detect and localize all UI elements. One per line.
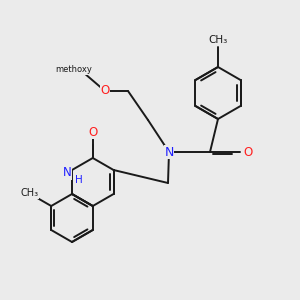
Text: O: O: [88, 125, 98, 139]
Text: O: O: [243, 146, 253, 158]
Text: H: H: [75, 175, 83, 185]
Text: methoxy: methoxy: [56, 65, 92, 74]
Text: CH₃: CH₃: [20, 188, 39, 199]
Text: N: N: [63, 167, 71, 179]
Text: O: O: [100, 85, 109, 98]
Text: CH₃: CH₃: [208, 35, 228, 45]
Text: N: N: [164, 146, 174, 158]
